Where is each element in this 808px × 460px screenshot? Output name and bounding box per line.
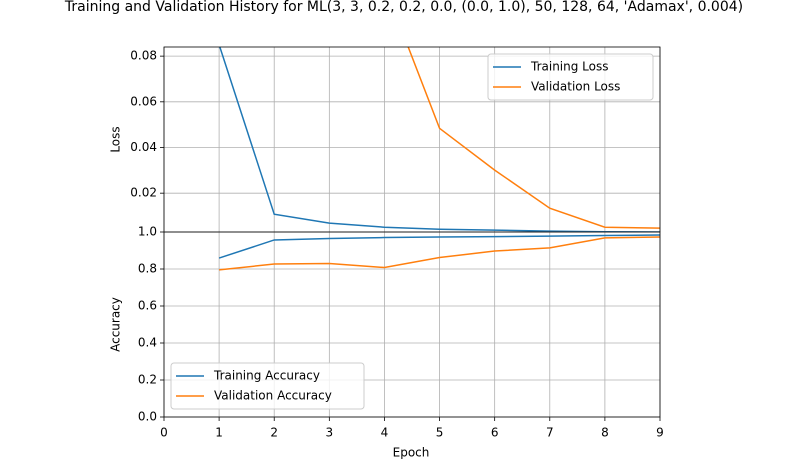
line-series xyxy=(407,47,660,229)
x-tick-label: 4 xyxy=(381,426,389,440)
x-tick-label: 2 xyxy=(270,426,278,440)
x-tick-label: 3 xyxy=(326,426,334,440)
x-tick-label: 9 xyxy=(656,426,664,440)
y-tick-label: 0.2 xyxy=(138,373,157,387)
y-tick-label: 0.4 xyxy=(138,336,157,350)
legend-label: Training Accuracy xyxy=(213,369,320,383)
legend-label: Validation Accuracy xyxy=(214,389,332,403)
line-series xyxy=(218,234,660,259)
x-tick-label: 8 xyxy=(601,426,609,440)
y-axis-label: Accuracy xyxy=(109,297,123,352)
line-series xyxy=(219,47,660,232)
x-tick-label: 0 xyxy=(160,426,168,440)
legend-box xyxy=(170,362,365,410)
y-tick-label: 0.02 xyxy=(130,186,157,200)
y-tick-label: 0.06 xyxy=(130,94,157,108)
x-axis-label: Epoch xyxy=(393,446,430,460)
y-tick-label: 0.6 xyxy=(138,299,157,313)
chart-title: Training and Validation History for ML(3… xyxy=(64,0,743,15)
y-axis-label: Loss xyxy=(109,126,123,152)
legend-label: Training Loss xyxy=(530,60,608,74)
y-tick-label: 0.8 xyxy=(138,262,157,276)
y-tick-label: 0.0 xyxy=(138,410,157,424)
plot-area xyxy=(219,47,660,232)
line-series xyxy=(219,236,660,271)
x-tick-label: 7 xyxy=(546,426,554,440)
x-tick-label: 1 xyxy=(215,426,223,440)
y-tick-label: 0.08 xyxy=(130,49,157,63)
legend-label: Validation Loss xyxy=(531,80,620,94)
y-tick-label: 0.04 xyxy=(130,140,157,154)
plot-area xyxy=(218,234,660,271)
y-tick-label: 1.0 xyxy=(138,225,157,239)
x-tick-label: 6 xyxy=(491,426,499,440)
legend-box xyxy=(487,53,654,101)
plot-frame xyxy=(163,231,661,418)
x-tick-label: 5 xyxy=(436,426,444,440)
